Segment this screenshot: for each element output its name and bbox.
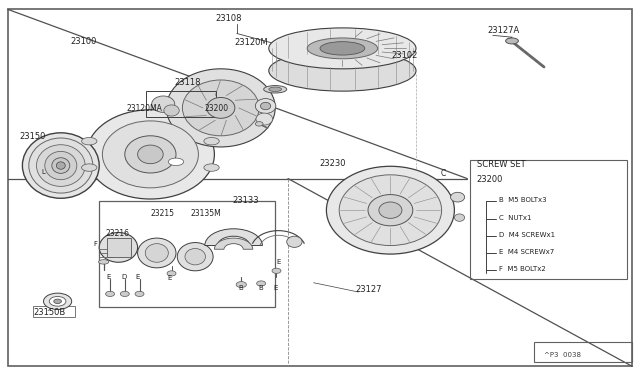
Ellipse shape xyxy=(164,105,179,116)
Ellipse shape xyxy=(152,96,175,112)
Ellipse shape xyxy=(269,28,416,69)
Text: E: E xyxy=(136,274,140,280)
Ellipse shape xyxy=(99,232,138,262)
Ellipse shape xyxy=(260,102,271,110)
Text: B  M5 BOLTx3: B M5 BOLTx3 xyxy=(499,197,547,203)
Ellipse shape xyxy=(257,281,266,286)
Text: 23200: 23200 xyxy=(477,175,503,184)
Text: ^P3  0038: ^P3 0038 xyxy=(544,352,581,358)
Ellipse shape xyxy=(106,291,115,296)
Ellipse shape xyxy=(272,268,281,273)
Ellipse shape xyxy=(269,50,416,91)
Ellipse shape xyxy=(99,260,109,264)
Text: B: B xyxy=(239,285,243,291)
Ellipse shape xyxy=(36,145,85,186)
Ellipse shape xyxy=(287,236,302,247)
Bar xyxy=(470,160,627,279)
Ellipse shape xyxy=(102,121,198,188)
Bar xyxy=(33,306,75,317)
Bar xyxy=(146,91,216,117)
Ellipse shape xyxy=(168,158,184,166)
Ellipse shape xyxy=(326,166,454,254)
Ellipse shape xyxy=(135,291,144,296)
Ellipse shape xyxy=(182,80,259,136)
Ellipse shape xyxy=(204,164,220,171)
Text: 23100: 23100 xyxy=(70,37,97,46)
Text: 23120MA: 23120MA xyxy=(126,105,162,113)
Text: E: E xyxy=(276,259,281,265)
Text: 23108: 23108 xyxy=(216,14,242,23)
Ellipse shape xyxy=(368,195,413,226)
Text: E: E xyxy=(273,285,278,291)
Ellipse shape xyxy=(44,293,72,310)
Text: E: E xyxy=(168,275,172,281)
Ellipse shape xyxy=(255,99,276,113)
Text: E  M4 SCREWx7: E M4 SCREWx7 xyxy=(499,249,554,255)
Wedge shape xyxy=(214,238,253,249)
Ellipse shape xyxy=(29,138,93,193)
Text: C: C xyxy=(440,169,445,178)
Text: 23120M: 23120M xyxy=(234,38,268,46)
Ellipse shape xyxy=(120,291,129,296)
Bar xyxy=(107,238,131,257)
Text: 23150B: 23150B xyxy=(33,308,65,317)
Wedge shape xyxy=(205,229,262,246)
Text: D: D xyxy=(121,274,126,280)
Bar xyxy=(99,201,275,307)
Ellipse shape xyxy=(320,42,365,55)
Ellipse shape xyxy=(81,138,97,145)
Ellipse shape xyxy=(86,110,214,199)
Ellipse shape xyxy=(145,244,168,262)
Ellipse shape xyxy=(54,299,61,304)
Text: SCREW SET: SCREW SET xyxy=(477,160,525,169)
Ellipse shape xyxy=(451,192,465,202)
Ellipse shape xyxy=(204,138,220,145)
Ellipse shape xyxy=(138,238,176,268)
Ellipse shape xyxy=(307,38,378,59)
Text: 23200: 23200 xyxy=(205,105,229,113)
Text: B: B xyxy=(258,285,262,291)
Text: 23127A: 23127A xyxy=(488,26,520,35)
Text: C  NUTx1: C NUTx1 xyxy=(499,215,532,221)
Text: F: F xyxy=(93,241,97,247)
Text: 23230: 23230 xyxy=(319,159,346,168)
Ellipse shape xyxy=(49,296,66,306)
Text: D  M4 SCREWx1: D M4 SCREWx1 xyxy=(499,232,556,238)
Text: 23102: 23102 xyxy=(392,51,418,60)
Ellipse shape xyxy=(379,202,402,218)
Ellipse shape xyxy=(236,282,246,288)
Ellipse shape xyxy=(264,86,287,93)
Ellipse shape xyxy=(269,87,282,92)
Text: 23118: 23118 xyxy=(174,78,200,87)
Ellipse shape xyxy=(45,151,77,180)
Text: L: L xyxy=(42,169,45,175)
Text: 23215: 23215 xyxy=(150,209,174,218)
Ellipse shape xyxy=(506,38,518,44)
Ellipse shape xyxy=(125,136,176,173)
Text: 23216: 23216 xyxy=(106,229,130,238)
Ellipse shape xyxy=(166,69,275,147)
Ellipse shape xyxy=(177,243,213,271)
Ellipse shape xyxy=(22,133,99,198)
Ellipse shape xyxy=(207,97,235,118)
Ellipse shape xyxy=(454,214,465,221)
Text: 23127: 23127 xyxy=(356,285,382,294)
Ellipse shape xyxy=(339,175,442,246)
Ellipse shape xyxy=(81,164,97,171)
Ellipse shape xyxy=(185,248,205,265)
Ellipse shape xyxy=(256,113,273,125)
Ellipse shape xyxy=(167,271,176,276)
Bar xyxy=(534,342,632,362)
Ellipse shape xyxy=(255,122,263,126)
Text: 23133: 23133 xyxy=(232,196,259,205)
Ellipse shape xyxy=(52,158,70,173)
Text: F  M5 BOLTx2: F M5 BOLTx2 xyxy=(499,266,546,272)
Ellipse shape xyxy=(138,145,163,164)
Text: 23150: 23150 xyxy=(19,132,45,141)
Ellipse shape xyxy=(56,162,65,169)
Text: 23135M: 23135M xyxy=(191,209,221,218)
Text: E: E xyxy=(106,274,111,280)
